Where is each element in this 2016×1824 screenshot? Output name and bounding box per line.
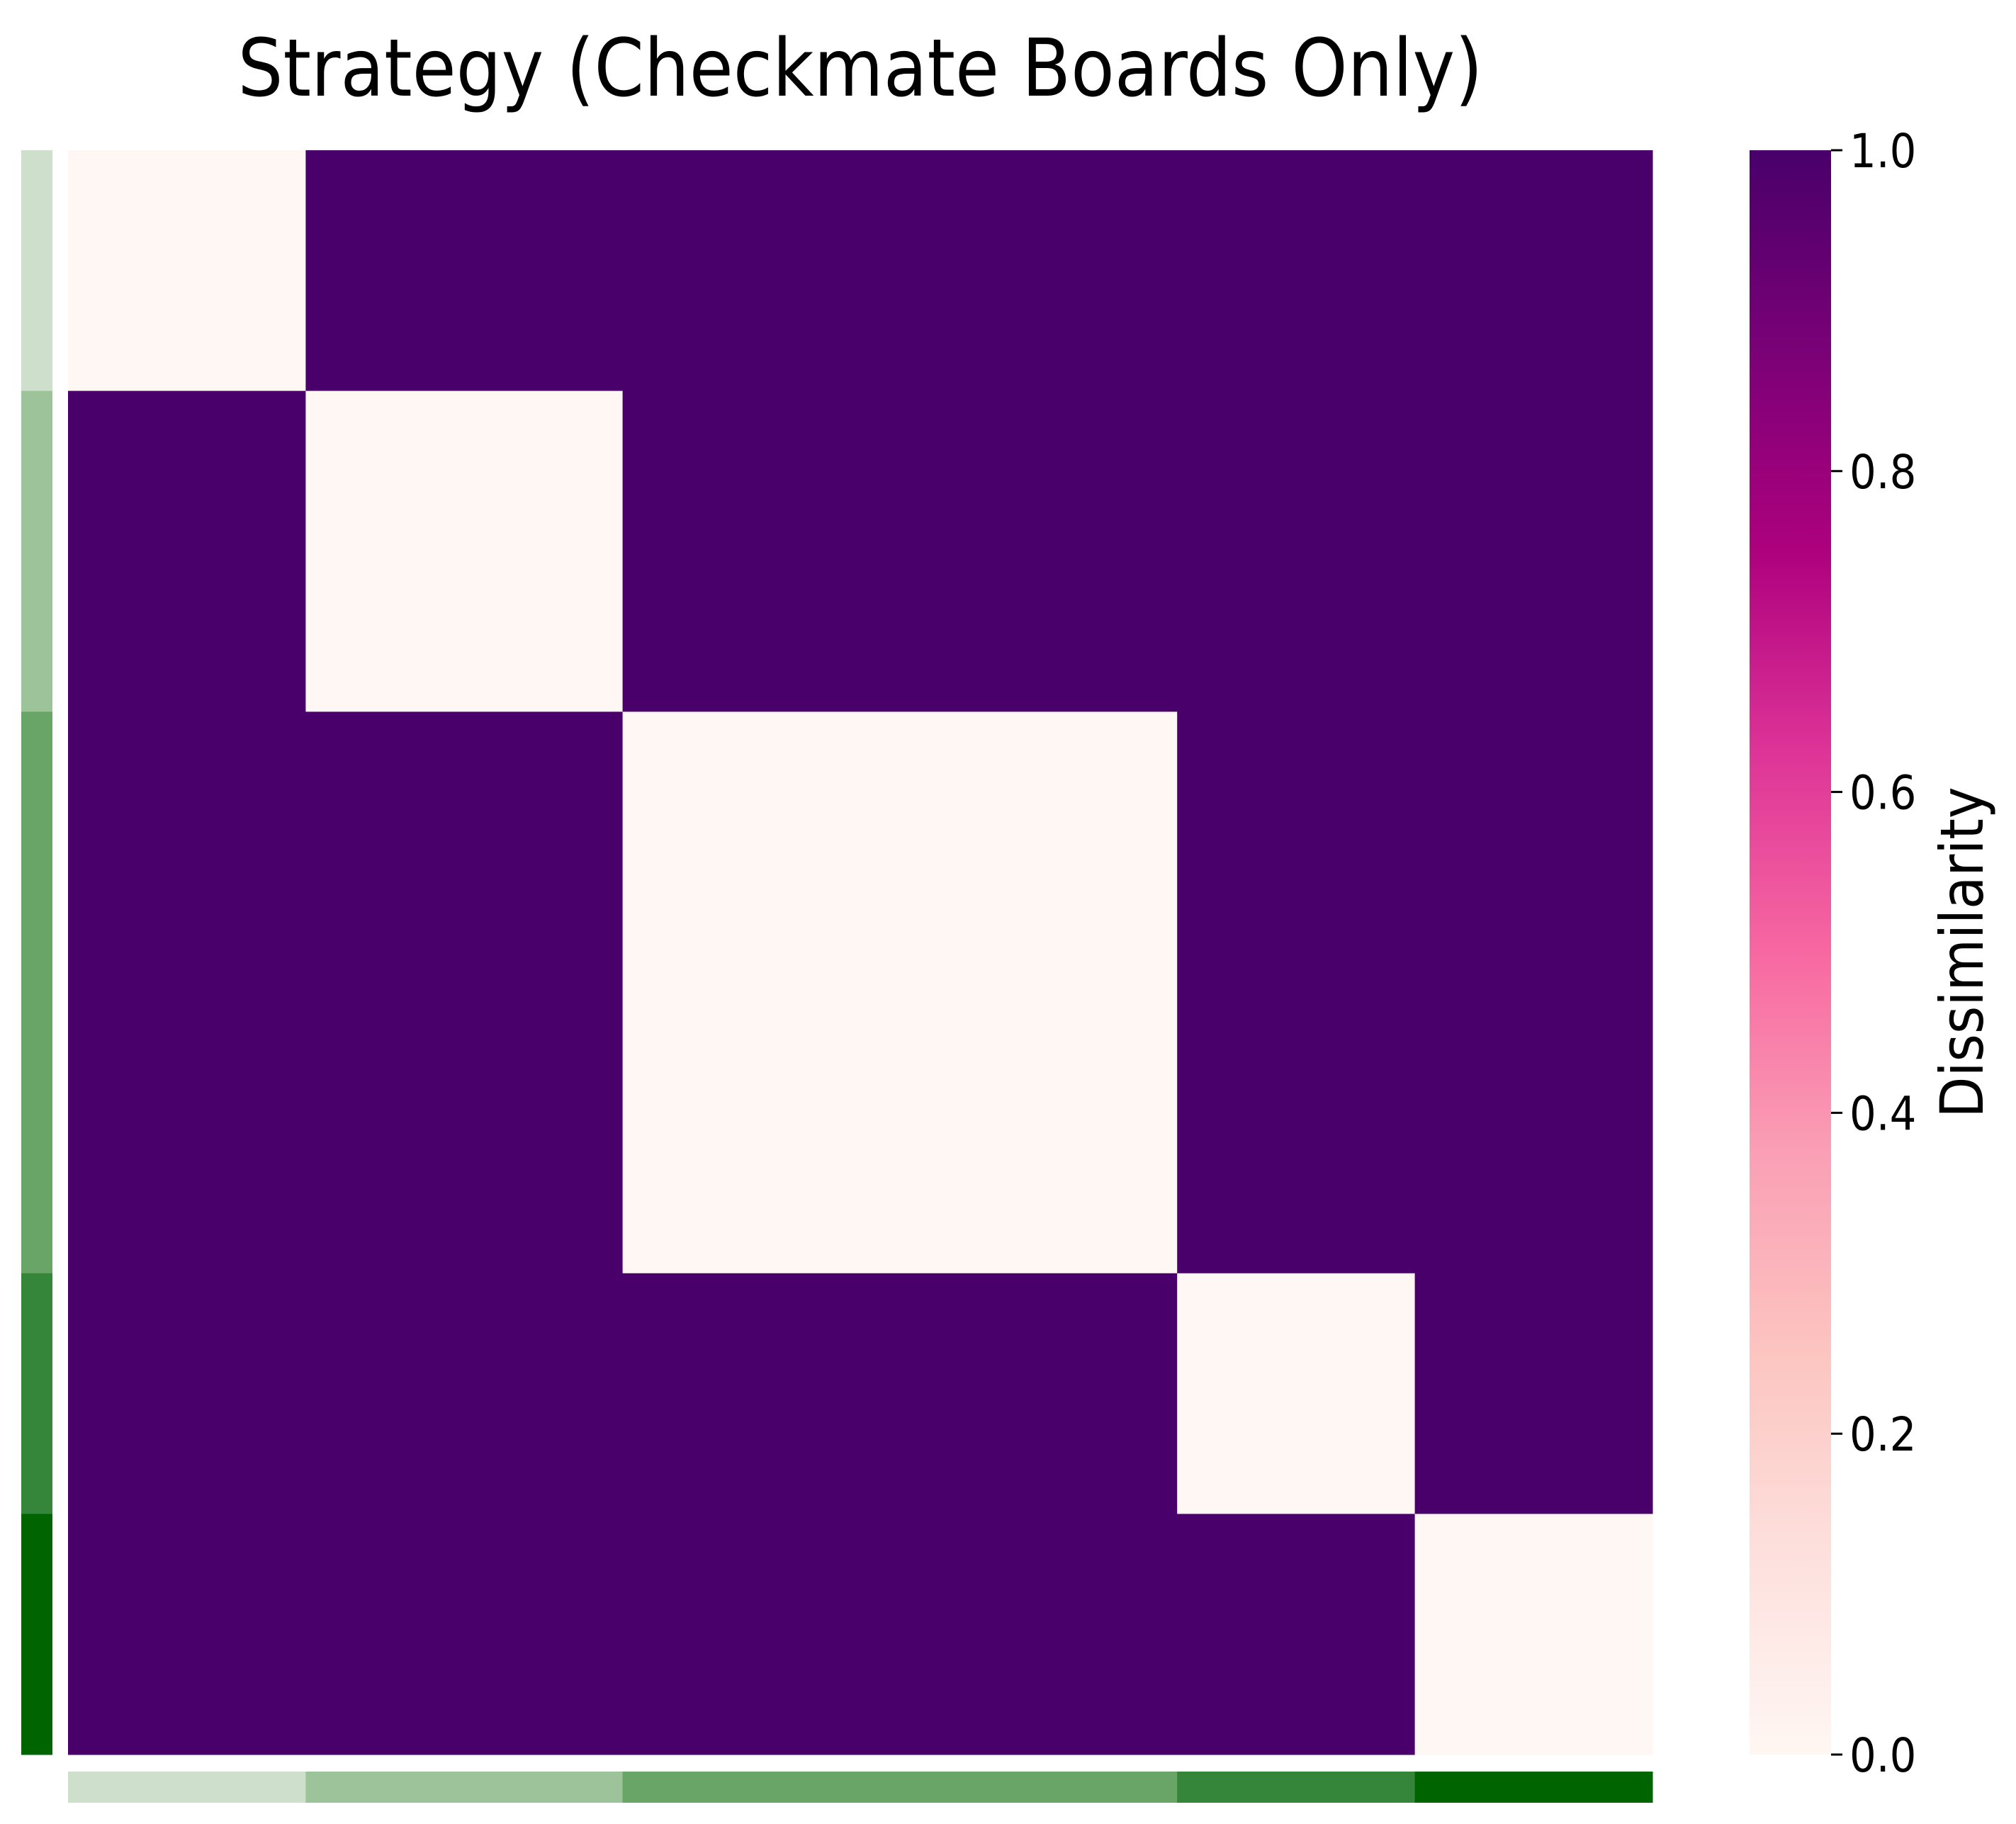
heatmap-block-r3-c2 [305,711,624,1274]
heatmap-block-r2-c2 [305,390,624,712]
heatmap-block-r3-c1 [68,711,306,1274]
heatmap-block-r1-c2 [305,150,624,392]
heatmap-block-r4-c4 [1177,1273,1416,1514]
heatmap-block-r1-c4 [1177,150,1416,392]
heatmap-block-r1-c5 [1414,150,1653,392]
heatmap-block-r2-c5 [1414,390,1653,712]
heatmap-block-r3-c5 [1414,711,1653,1274]
chart-title: Strategy (Checkmate Boards Only) [238,23,1483,115]
heatmap-block-r2-c1 [68,390,306,712]
colorbar-gradient [1750,150,1831,1755]
heatmap-block-r4-c3 [622,1273,1178,1514]
row-group-color-5 [21,1514,52,1755]
colorbar-tick-label: 0.8 [1849,445,1916,500]
column-group-color-5 [1414,1772,1653,1803]
heatmap-block-r2-c3 [622,390,1178,712]
row-group-color-1 [21,150,52,392]
colorbar-tick-label: 0.2 [1849,1407,1916,1462]
colorbar-ticks: 0.0 0.2 0.4 0.6 0.8 1.0 [1831,124,1916,1783]
heatmap-cells [68,150,1653,1755]
colorbar-tick-label: 0.6 [1849,766,1916,821]
colorbar: 0.0 0.2 0.4 0.6 0.8 1.0 Dissimilarity [1750,124,1997,1783]
heatmap-block-r4-c1 [68,1273,306,1514]
row-group-color-3 [21,711,52,1274]
row-group-color-strip [21,150,52,1755]
colorbar-tick-label: 1.0 [1849,124,1916,179]
heatmap-block-r2-c4 [1177,390,1416,712]
heatmap-block-r3-c4 [1177,711,1416,1274]
column-group-color-1 [68,1772,306,1803]
heatmap-block-r5-c2 [305,1514,624,1755]
heatmap-block-r1-c3 [622,150,1178,392]
heatmap-block-r4-c5 [1414,1273,1653,1514]
column-group-color-4 [1177,1772,1416,1803]
heatmap-block-r5-c5 [1414,1514,1653,1755]
colorbar-tick-label: 0.4 [1849,1086,1916,1141]
colorbar-label: Dissimilarity [1927,787,1997,1118]
heatmap-block-r5-c4 [1177,1514,1416,1755]
column-group-color-strip [68,1772,1653,1803]
colorbar-tick-label: 0.0 [1849,1728,1916,1783]
heatmap-block-r5-c3 [622,1514,1178,1755]
heatmap-block-r5-c1 [68,1514,306,1755]
row-group-color-4 [21,1273,52,1514]
heatmap-block-r4-c2 [305,1273,624,1514]
column-group-color-2 [305,1772,624,1803]
heatmap-block-r3-c3 [622,711,1178,1274]
column-group-color-3 [622,1772,1178,1803]
row-group-color-2 [21,390,52,712]
heatmap-block-r1-c1 [68,150,306,392]
